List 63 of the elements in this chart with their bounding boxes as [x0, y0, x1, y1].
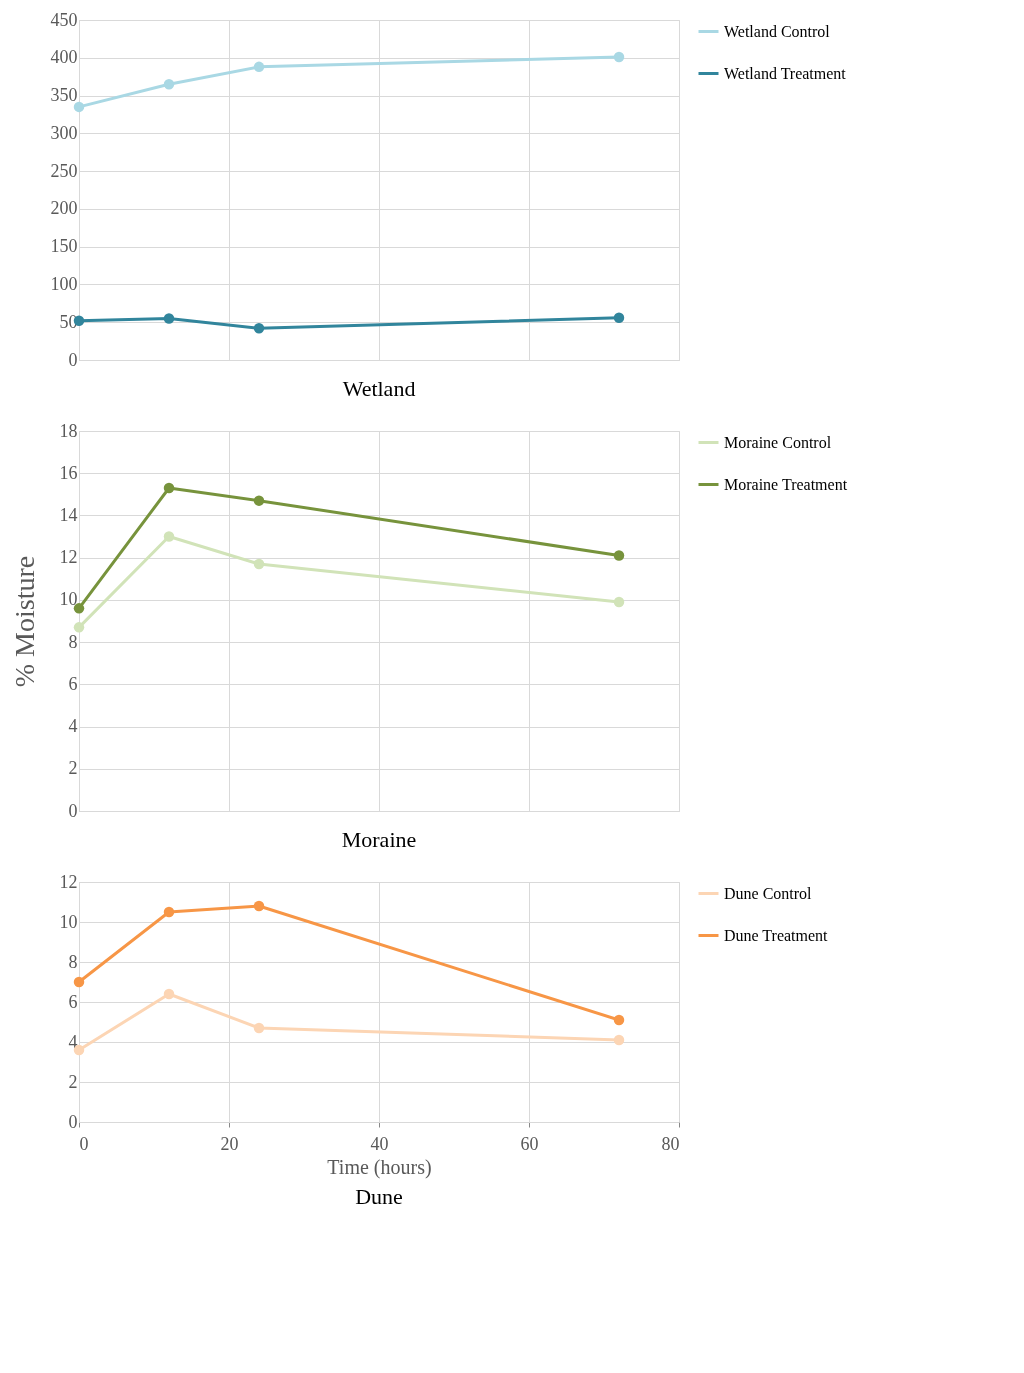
point [163, 531, 175, 542]
legend-label: Moraine Treatment [724, 475, 848, 493]
y-tick-label: 10 [59, 911, 78, 932]
point [253, 61, 265, 73]
y-tick-label: 100 [50, 273, 78, 294]
x-axis-title: Time (hours) [327, 1155, 432, 1179]
point [73, 603, 85, 614]
y-tick-label: 300 [50, 122, 78, 143]
text: Dune [355, 1184, 403, 1209]
y-tick-label: 200 [50, 198, 78, 219]
point [163, 78, 175, 90]
legend-label: Wetland Control [724, 22, 831, 40]
y-tick-label: 0 [68, 800, 78, 821]
point [163, 482, 175, 494]
y-tick-label: 6 [68, 673, 78, 694]
x-tick-label: 20 [220, 1133, 239, 1154]
y-tick-label: 250 [50, 160, 78, 181]
y-tick-label: 12 [59, 547, 78, 568]
y-tick-label: 450 [50, 9, 78, 30]
y-tick-label: 18 [59, 420, 78, 441]
point [73, 101, 85, 113]
point [253, 558, 265, 570]
point [613, 596, 625, 608]
text: Wetland [342, 376, 416, 401]
y-tick-label: 16 [59, 462, 78, 483]
legend-label: Dune Control [724, 884, 813, 902]
point [73, 622, 85, 633]
point [73, 976, 85, 988]
y-tick-label: 150 [50, 236, 78, 257]
y-tick-label: 0 [68, 1111, 78, 1132]
x-tick-label: 60 [520, 1133, 539, 1154]
point [253, 323, 265, 334]
y-tick-label: 12 [59, 871, 78, 892]
y-tick-label: 2 [68, 1071, 78, 1092]
point [613, 51, 625, 63]
point [253, 1022, 265, 1034]
legend-label: Wetland Treatment [724, 64, 847, 82]
y-tick-label: 0 [68, 349, 78, 370]
point [163, 988, 175, 1000]
y-tick-label: 4 [68, 716, 78, 737]
y-tick-label: 350 [50, 85, 78, 106]
legend-label: Moraine Control [724, 433, 832, 451]
x-tick-label: 80 [661, 1133, 680, 1154]
point [253, 900, 265, 912]
y-tick-label: 2 [68, 758, 78, 779]
point [163, 906, 175, 918]
point [613, 1014, 625, 1026]
y-tick-label: 4 [68, 1031, 78, 1052]
point [253, 495, 265, 506]
point [613, 1034, 625, 1046]
y-axis-title: % Moisture [8, 555, 40, 688]
y-tick-label: 6 [68, 991, 78, 1012]
y-tick-label: 8 [68, 951, 78, 972]
y-tick-label: 8 [68, 631, 78, 652]
text: Moraine [341, 827, 417, 852]
point [613, 550, 625, 561]
y-tick-label: 400 [50, 47, 78, 68]
point [163, 313, 175, 324]
x-tick-label: 40 [370, 1133, 389, 1154]
legend-label: Dune Treatment [724, 926, 829, 944]
y-tick-label: 14 [59, 504, 78, 525]
y-tick-label: 10 [59, 589, 78, 610]
point [613, 312, 625, 323]
